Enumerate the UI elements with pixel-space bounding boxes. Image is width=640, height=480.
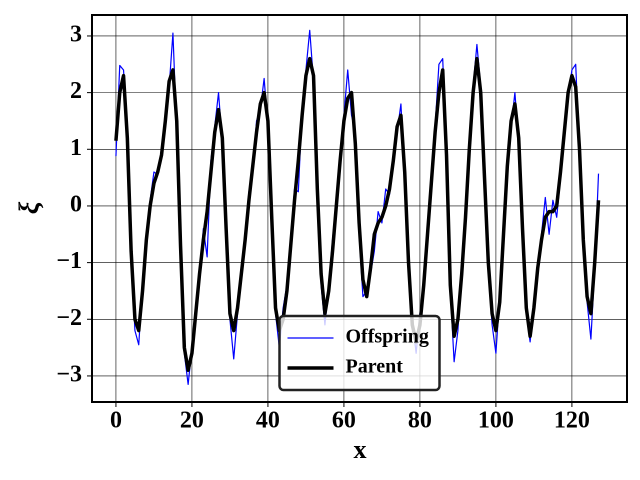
plot-frame bbox=[91, 14, 628, 403]
x-tick-label: 100 bbox=[478, 408, 514, 434]
x-tick-label: 60 bbox=[332, 408, 356, 434]
y-tick-label: 2 bbox=[70, 78, 82, 104]
x-tick-label: 80 bbox=[408, 408, 432, 434]
x-tick-label: 40 bbox=[256, 408, 280, 434]
x-axis-label: x bbox=[354, 435, 367, 464]
y-tick-label: 0 bbox=[70, 191, 82, 217]
y-axis-label: ξ bbox=[14, 201, 45, 214]
legend-label: Parent bbox=[346, 356, 404, 378]
legend-frame bbox=[278, 314, 441, 392]
x-tick-label: 0 bbox=[110, 408, 122, 434]
y-tick-label: 1 bbox=[70, 135, 82, 161]
legend: Offspring Parent bbox=[278, 314, 441, 392]
y-tick-label: −1 bbox=[56, 248, 82, 274]
series-line bbox=[114, 56, 601, 373]
y-tick-label: −3 bbox=[56, 361, 82, 387]
y-tick-label: 3 bbox=[70, 21, 82, 47]
legend-label: Offspring bbox=[346, 326, 429, 348]
y-tick-label: −2 bbox=[56, 305, 82, 331]
x-tick-label: 20 bbox=[180, 408, 204, 434]
x-tick-label: 120 bbox=[554, 408, 590, 434]
